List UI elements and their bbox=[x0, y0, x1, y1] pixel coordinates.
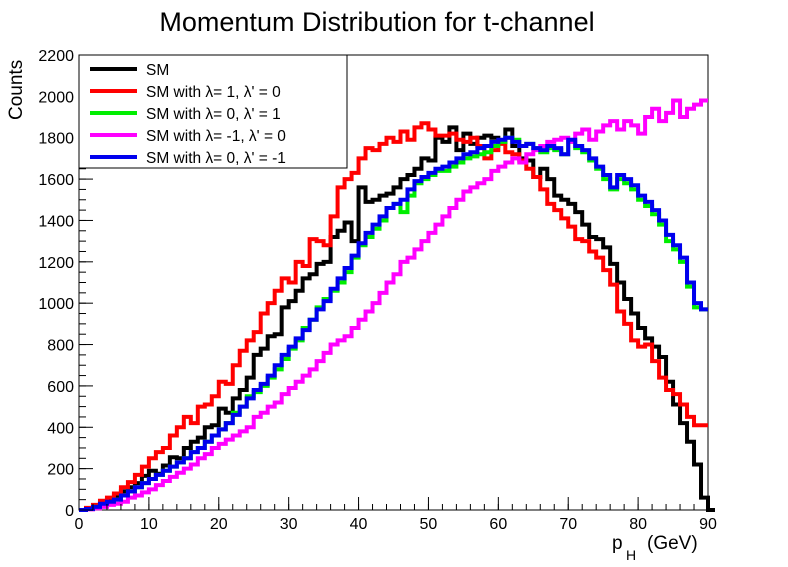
y-tick-label: 1400 bbox=[38, 213, 74, 230]
series-line-0 bbox=[79, 125, 715, 512]
y-tick-label: 2200 bbox=[38, 48, 74, 65]
legend-label-0: SM bbox=[146, 62, 169, 79]
y-tick-label: 600 bbox=[47, 379, 74, 396]
x-tick-label: 20 bbox=[210, 516, 228, 533]
series-line-1 bbox=[79, 121, 708, 512]
chart-title: Momentum Distribution for t-channel bbox=[159, 7, 594, 37]
series-line-3 bbox=[79, 98, 708, 512]
series-layer bbox=[79, 98, 715, 512]
legend-label-2: SM with λ= 0, λ' = 1 bbox=[146, 106, 281, 123]
y-tick-label: 0 bbox=[65, 503, 74, 520]
legend: SM SM with λ= 1, λ' = 0 SM with λ= 0, λ' =… bbox=[78, 54, 348, 169]
y-tick-label: 1000 bbox=[38, 296, 74, 313]
y-axis-title: Counts bbox=[6, 60, 27, 120]
y-tick-label: 800 bbox=[47, 338, 74, 355]
x-tick-label: 80 bbox=[629, 516, 647, 533]
x-axis-title-subscript: H bbox=[626, 547, 636, 563]
x-tick-label: 90 bbox=[699, 516, 717, 533]
legend-label-1: SM with λ= 1, λ' = 0 bbox=[146, 84, 281, 101]
x-axis-title-symbol: p bbox=[612, 533, 623, 554]
x-tick-label: 50 bbox=[420, 516, 438, 533]
x-tick-label: 10 bbox=[140, 516, 158, 533]
x-tick-label: 40 bbox=[350, 516, 368, 533]
legend-label-4: SM with λ= 0, λ' = -1 bbox=[146, 150, 286, 167]
series-line-4 bbox=[79, 135, 708, 512]
y-tick-label: 1600 bbox=[38, 172, 74, 189]
x-tick-label: 60 bbox=[489, 516, 507, 533]
y-tick-label: 400 bbox=[47, 420, 74, 437]
x-axis-title-unit: (GeV) bbox=[647, 533, 698, 554]
y-tick-label: 200 bbox=[47, 462, 74, 479]
x-tick-label: 70 bbox=[559, 516, 577, 533]
x-tick-label: 0 bbox=[75, 516, 84, 533]
y-tick-label: 1200 bbox=[38, 255, 74, 272]
y-tick-label: 1800 bbox=[38, 131, 74, 148]
x-tick-label: 30 bbox=[280, 516, 298, 533]
y-tick-label: 2000 bbox=[38, 89, 74, 106]
legend-label-3: SM with λ= -1, λ' = 0 bbox=[146, 128, 286, 145]
x-axis-title: p H (GeV) bbox=[612, 533, 698, 563]
